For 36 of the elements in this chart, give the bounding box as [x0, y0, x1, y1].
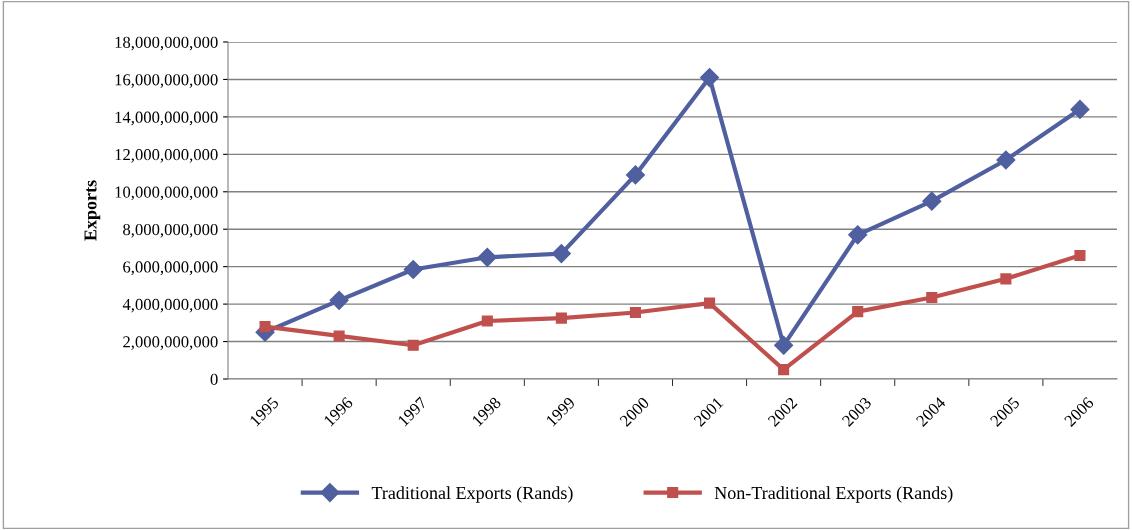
point [259, 321, 271, 333]
y-tick-label: 12,000,000,000 [115, 149, 218, 163]
legend-label: Non-Traditional Exports (Rands) [714, 486, 953, 503]
y-tick-label: 0 [210, 373, 218, 385]
y-tick-label: 8,000,000,000 [123, 223, 218, 238]
point [1000, 273, 1012, 285]
point [848, 225, 868, 245]
point [481, 315, 493, 327]
point [926, 292, 938, 304]
y-tick-label: 18,000,000,000 [115, 36, 218, 51]
y-tick-label: 2,000,000,000 [123, 336, 218, 350]
y-tick-label: 16,000,000,000 [115, 74, 218, 88]
point [333, 330, 345, 342]
point [625, 165, 645, 185]
point [555, 312, 567, 324]
point [996, 150, 1016, 170]
point [852, 306, 864, 318]
y-axis-title: Exports [84, 180, 101, 241]
y-tick-label: 6,000,000,000 [123, 261, 218, 276]
point [551, 244, 571, 264]
point [778, 364, 790, 376]
point [329, 290, 349, 310]
y-tick-label: 10,000,000,000 [115, 186, 218, 201]
point [922, 191, 942, 211]
point [774, 335, 794, 355]
point [700, 68, 720, 88]
point [1074, 249, 1086, 261]
point [703, 297, 716, 309]
y-tick-label: 14,000,000,000 [115, 111, 218, 126]
point [1070, 99, 1090, 119]
point [629, 306, 642, 319]
y-tick-label: 4,000,000,000 [122, 298, 218, 313]
legend-label: Traditional Exports (Rands) [371, 486, 573, 503]
point [477, 247, 497, 267]
point [407, 339, 419, 351]
point [403, 259, 423, 280]
